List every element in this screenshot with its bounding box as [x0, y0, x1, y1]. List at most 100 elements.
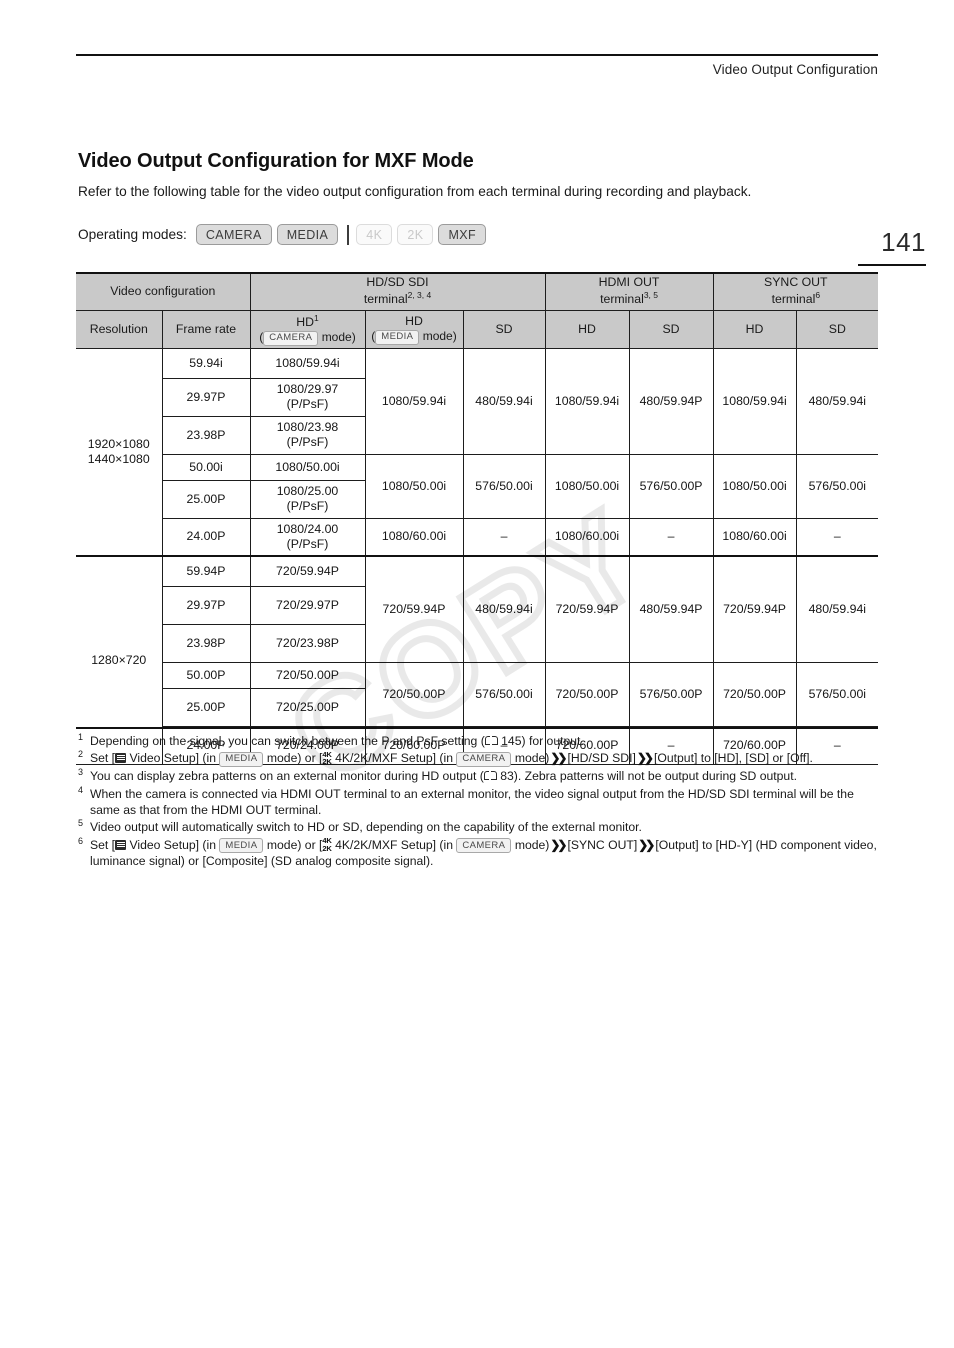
resolution-line: 1920×1080: [87, 436, 150, 451]
mode-badge-media-footnote-6: MEDIA: [219, 838, 264, 854]
cell-resolution: 1920×1080 1440×1080: [76, 347, 163, 557]
cell-sync-sd: –: [795, 517, 879, 557]
mode-badge-camera: CAMERA: [195, 224, 272, 245]
table-group-header-row: Video configuration HD/SD SDI terminal2,…: [76, 273, 879, 311]
video-setup-icon: [115, 753, 127, 764]
config-line: 1080/29.97: [276, 381, 339, 396]
intro-paragraph: Refer to the following table for the vid…: [78, 184, 752, 199]
table-row: 50.00i 1080/50.00i 1080/50.00i 576/50.00i 10…: [76, 453, 879, 519]
header-sync-sd: SD: [795, 309, 879, 349]
page-number: 141: [881, 227, 926, 257]
footnote-2-text-e: mode): [514, 751, 550, 766]
header-video-configuration: Video configuration: [76, 273, 251, 311]
footnote-2-text-c: mode) or [: [266, 751, 323, 766]
footnote-3-text-b: ). Zebra patterns will not be output dur…: [513, 769, 797, 784]
header-sync-out-footnote-refs: 6: [815, 290, 821, 301]
header-hdsd-sdi-footnote-refs: 2, 3, 4: [407, 290, 432, 301]
footnote-6-text-a: Set [: [90, 837, 116, 852]
cell-sdi-hd-camera: 1080/25.00 (P/PsF): [249, 479, 365, 519]
cell-sync-hd: 1080/50.00i: [712, 453, 797, 519]
cell-sdi-sd: 480/59.94i: [462, 555, 546, 663]
header-hdsd-sdi-line2: terminal: [363, 292, 408, 307]
header-sdi-hd-media-label: HD: [405, 313, 423, 328]
cell-sdi-sd: 576/50.00i: [462, 453, 546, 519]
config-line: 1080/23.98: [276, 419, 339, 434]
cell-frame-rate: 29.97P: [162, 377, 251, 417]
cell-sdi-hd-media: 720/50.00P: [364, 661, 464, 727]
cell-sdi-hd-media: 1080/60.00i: [364, 517, 464, 557]
cell-sync-hd: 720/50.00P: [712, 661, 797, 727]
chevron-right-icon-2: ❯❯: [636, 751, 654, 766]
footnote-1-marker: 1: [78, 732, 84, 742]
config-line: 1080/50.00i: [275, 459, 340, 474]
header-sync-hd: HD: [712, 309, 797, 349]
footnote-2-menu-1: [HD/SD SDI]: [567, 751, 636, 766]
cell-sdi-hd-camera: 720/59.94P: [249, 555, 366, 587]
table-head: Video configuration HD/SD SDI terminal2,…: [76, 273, 879, 349]
cell-sdi-hd-camera: 720/24.00P: [249, 725, 366, 765]
cell-sdi-hd-media: 720/60.00P: [364, 725, 464, 765]
footnote-6-text-e: mode): [514, 837, 550, 852]
table-body: 1920×1080 1440×1080 59.94i 1080/59.94i 1080/…: [76, 347, 879, 765]
footnote-4-text: When the camera is connected via HDMI OU…: [90, 786, 854, 817]
cell-sync-hd: 1080/60.00i: [712, 517, 797, 557]
footnote-3-page-ref: 83: [500, 769, 514, 784]
footnote-2-text-f: to [HD], [SD] or [Off].: [700, 751, 813, 766]
footnote-6: 6 Set [ Video Setup] (in MEDIA mode) or …: [78, 835, 884, 870]
header-sdi-hd-camera-mode-text: mode): [321, 330, 356, 345]
header-hdmi-hd: HD: [544, 309, 630, 349]
cell-sdi-sd: 576/50.00i: [462, 661, 546, 727]
footnote-3-text-a: You can display zebra patterns on an ext…: [90, 769, 484, 784]
table-sub-header-row: Resolution Frame rate HD1 (CAMERA mode) …: [76, 309, 879, 349]
cell-frame-rate: 50.00i: [162, 453, 251, 481]
footnote-1-text-a: Depending on the signal, you can switch …: [90, 734, 485, 748]
config-line: 1080/59.94i: [275, 355, 340, 370]
cell-resolution: 1280×720: [76, 555, 163, 765]
header-hdmi-out-line1: HDMI OUT: [598, 275, 660, 289]
footnote-1-page-ref: 145: [501, 734, 522, 748]
cell-hdmi-hd: 720/59.94P: [544, 555, 630, 663]
mode-badge-camera-inline: CAMERA: [263, 330, 319, 346]
resolution-line: 1280×720: [91, 652, 147, 667]
video-output-table-wrapper: Video configuration HD/SD SDI terminal2,…: [76, 272, 879, 765]
cell-sync-hd: 1080/59.94i: [712, 347, 797, 455]
cell-sdi-hd-media: 720/59.94P: [364, 555, 464, 663]
cell-sync-hd: 720/60.00P: [712, 725, 797, 765]
mode-badge-camera-footnote-6: CAMERA: [456, 838, 512, 854]
cell-hdmi-hd: 720/50.00P: [544, 661, 630, 727]
footnote-2-menu-2: [Output]: [653, 751, 698, 766]
header-frame-rate: Frame rate: [161, 309, 251, 349]
footnote-2-marker: 2: [78, 749, 84, 760]
4k2k-icon-top: 4K: [322, 835, 332, 845]
table-row: 29.97P 720/29.97P: [76, 585, 878, 625]
cell-frame-rate: 29.97P: [162, 585, 251, 625]
config-line: (P/PsF): [286, 435, 329, 450]
book-icon: [483, 771, 497, 781]
cell-sdi-hd-camera: 1080/23.98 (P/PsF): [249, 415, 365, 455]
cell-frame-rate: 59.94i: [161, 347, 251, 379]
table-row: 24.00P 1080/24.00 (P/PsF) 1080/60.00i –1080/…: [76, 517, 879, 557]
header-resolution: Resolution: [76, 309, 163, 349]
cell-sync-sd: 480/59.94i: [795, 555, 879, 663]
footnote-2: 2 Set [ Video Setup] (in MEDIA mode) or …: [78, 749, 884, 768]
header-sdi-hd-camera-mode: (CAMERA mode): [259, 330, 356, 346]
footnote-5: 5 Video output will automatically switch…: [78, 818, 884, 835]
header-hdsd-sdi-line1: HD/SD SDI: [366, 275, 429, 289]
cell-sdi-hd-media: 1080/59.94i: [364, 347, 464, 455]
table-row: 23.98P 720/23.98P: [76, 623, 878, 663]
cell-hdmi-hd: 1080/50.00i: [544, 453, 630, 519]
cell-sync-hd: 720/59.94P: [712, 555, 797, 663]
header-sdi-hd-media-mode-text: mode): [422, 329, 457, 344]
mode-badge-separator: [347, 224, 350, 245]
header-hdmi-out-terminal: HDMI OUT terminal3, 5: [544, 273, 714, 311]
config-line: 720/59.94P: [276, 563, 339, 578]
operating-modes: Operating modes: CAMERA MEDIA 4K 2K MXF: [78, 224, 491, 245]
footnote-6-marker: 6: [78, 835, 84, 846]
header-sdi-hd-camera: HD1 (CAMERA mode): [249, 309, 366, 349]
cell-sync-sd: 480/59.94i: [795, 347, 879, 455]
config-line: (P/PsF): [286, 499, 329, 514]
video-setup-icon: [115, 839, 127, 850]
4k2k-icon-bottom: 2K: [322, 757, 332, 767]
table-bottom-rule: [76, 727, 878, 729]
4k2k-icon-top: 4K: [322, 749, 332, 759]
